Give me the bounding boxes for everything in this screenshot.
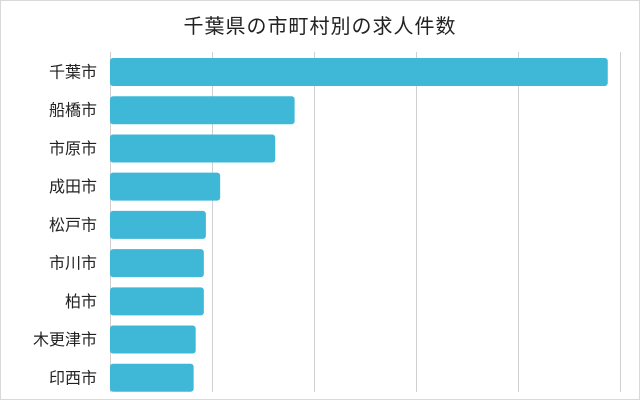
bar-2	[110, 134, 276, 163]
bar-5	[110, 249, 204, 278]
bar-6	[110, 287, 204, 316]
category-label: 市原市	[49, 139, 97, 158]
bar-3	[110, 172, 221, 201]
category-label: 木更津市	[33, 330, 97, 349]
category-label: 柏市	[65, 292, 97, 311]
chart-title: 千葉県の市町村別の求人件数	[183, 14, 457, 38]
category-label: 成田市	[49, 177, 97, 196]
category-label: 市川市	[49, 254, 97, 273]
category-label: 船橋市	[49, 101, 97, 120]
bar-0	[110, 58, 608, 86]
bar-8	[110, 363, 194, 392]
bars	[110, 58, 608, 392]
category-label: 印西市	[49, 368, 97, 387]
bar-1	[110, 96, 295, 125]
bar-7	[110, 325, 196, 354]
bar-4	[110, 210, 206, 239]
category-label: 千葉市	[49, 63, 97, 82]
category-label: 松戸市	[49, 215, 97, 234]
